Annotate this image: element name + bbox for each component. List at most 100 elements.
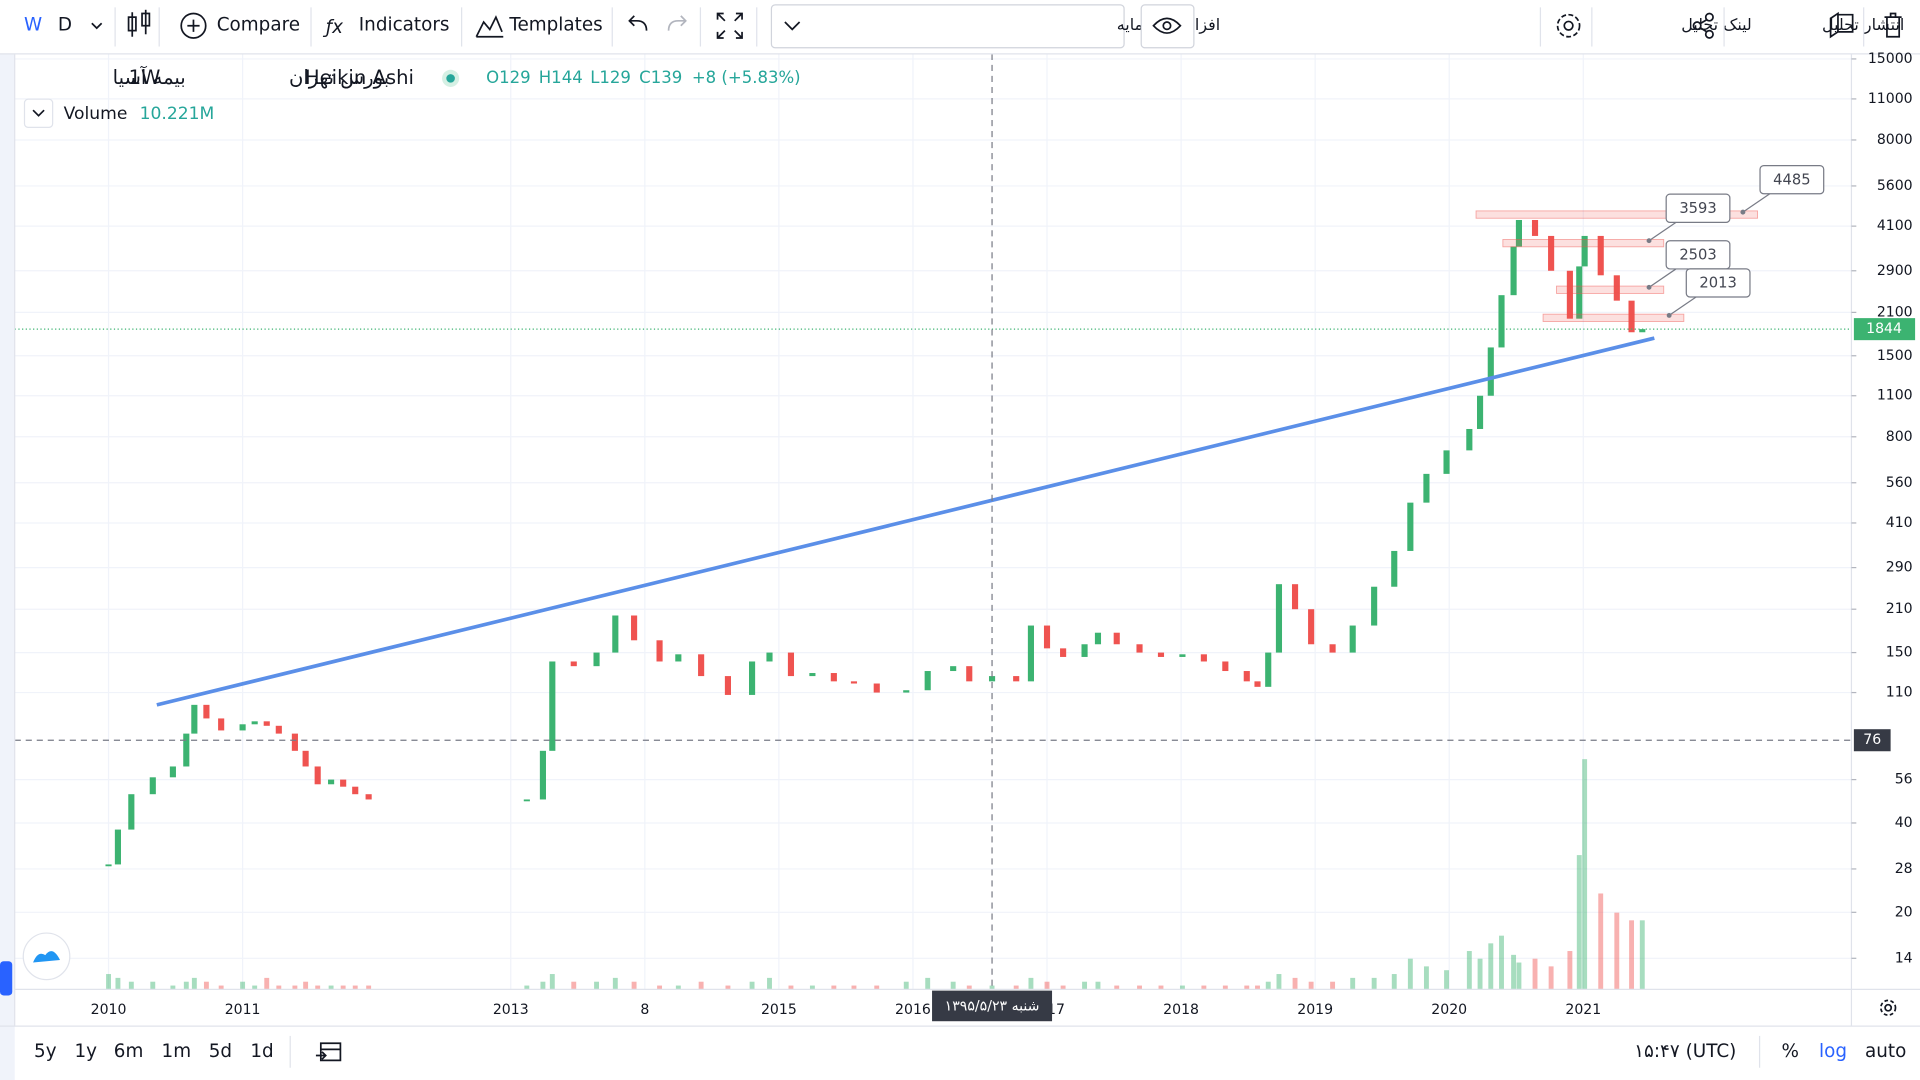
interval-short[interactable]: W <box>24 15 42 36</box>
indicators-button[interactable]: Indicators <box>359 15 450 36</box>
eye-pupil <box>1162 21 1172 31</box>
volume-bar <box>1060 985 1066 990</box>
volume-bar <box>1013 985 1019 990</box>
candle <box>903 690 910 693</box>
volume-bar <box>950 981 956 990</box>
range-button[interactable]: 5y <box>34 1041 57 1062</box>
volume-bar <box>1639 920 1645 990</box>
legend-toggle[interactable] <box>23 98 54 128</box>
log-toggle[interactable]: log <box>1819 1041 1847 1062</box>
candle <box>1466 428 1473 451</box>
candle <box>114 829 121 865</box>
search-dropdown[interactable] <box>784 21 801 31</box>
legend: بیمه آسیا 1W بورس تهران Heikin Ashi O129… <box>23 65 801 128</box>
redo-button[interactable] <box>667 15 687 31</box>
percent-toggle[interactable]: % <box>1781 1041 1798 1062</box>
range-button[interactable]: 1y <box>74 1041 97 1062</box>
volume-bar <box>1407 958 1413 990</box>
candle <box>1548 235 1555 271</box>
clock[interactable]: ۱۵:۴۷ (UTC) <box>1634 1041 1736 1062</box>
volume-bar <box>203 981 209 990</box>
volume-label: Volume <box>64 104 128 124</box>
fullscreen-button[interactable] <box>716 12 743 39</box>
volume-bar <box>328 985 334 990</box>
undo-button[interactable] <box>628 15 648 31</box>
volume-bar <box>1582 759 1588 990</box>
volume-bar <box>549 974 555 990</box>
candle <box>1200 654 1207 662</box>
candle <box>1094 632 1102 645</box>
range-button[interactable]: 1d <box>250 1041 273 1062</box>
side-tab[interactable] <box>0 961 13 996</box>
candle <box>328 779 335 785</box>
callout-anchor <box>1666 312 1672 318</box>
range-button[interactable]: 6m <box>114 1041 144 1062</box>
range-button[interactable]: 1m <box>162 1041 192 1062</box>
x-tick-label: 2010 <box>91 1002 127 1018</box>
x-tick-label: 8 <box>640 1002 649 1018</box>
volume-bar <box>1158 985 1164 990</box>
share-button[interactable]: لینک تحلیل <box>1681 15 1752 34</box>
volume-bar <box>874 985 880 990</box>
y-tick-label: 8000 <box>1877 132 1913 148</box>
volume-bar <box>903 981 909 990</box>
candle <box>169 766 176 778</box>
callout-pointer <box>1668 296 1697 316</box>
callout-box <box>1665 193 1731 223</box>
y-tick-label: 1100 <box>1877 388 1913 404</box>
volume-bar <box>1350 977 1356 990</box>
callout-box <box>1685 268 1751 298</box>
volume-bar <box>1044 981 1050 990</box>
candle <box>1027 625 1034 682</box>
axis-settings[interactable] <box>1879 999 1897 1016</box>
volume-bar <box>594 981 599 990</box>
search-box[interactable] <box>770 4 1125 49</box>
volume-bar <box>1114 985 1120 990</box>
candle <box>593 652 600 667</box>
interval[interactable]: D <box>58 15 72 36</box>
symbol[interactable]: بیمه آسیا <box>113 65 186 89</box>
eye-box[interactable] <box>1140 4 1195 49</box>
volume-bar <box>115 977 121 990</box>
volume-bar <box>1614 912 1620 990</box>
candle <box>183 733 190 767</box>
y-tick-label: 110 <box>1886 685 1913 701</box>
candle <box>1423 473 1430 503</box>
plot-area: 4485 3593 2503 2013 <box>14 53 1852 990</box>
candle <box>809 673 816 677</box>
templates-icon[interactable] <box>475 15 504 38</box>
volume-bar <box>966 985 972 990</box>
settings-button[interactable] <box>1556 13 1581 38</box>
candle <box>1515 219 1523 247</box>
publish-icon[interactable] <box>1829 11 1854 39</box>
chart-style-button[interactable] <box>127 9 151 37</box>
candle <box>787 652 795 677</box>
candle <box>365 794 372 800</box>
eye-icon[interactable] <box>1152 17 1182 34</box>
candle <box>203 704 210 719</box>
indicators-icon[interactable]: ƒx <box>323 17 344 38</box>
candle <box>924 671 931 691</box>
candle <box>1329 644 1336 653</box>
y-tick-label: 290 <box>1886 560 1913 576</box>
templates-button[interactable]: Templates <box>508 15 602 36</box>
auto-toggle[interactable]: auto <box>1865 1041 1906 1062</box>
volume-bar <box>1423 966 1429 990</box>
interval-dropdown[interactable] <box>91 22 103 30</box>
candle <box>1531 219 1539 236</box>
goto-date[interactable] <box>315 1042 342 1062</box>
y-tick-label: 40 <box>1895 815 1913 831</box>
volume-bar <box>749 981 755 990</box>
crosshair-price-box <box>1853 729 1891 752</box>
compare-icon[interactable] <box>180 12 207 39</box>
share-icon[interactable] <box>1692 12 1714 39</box>
y-tick-label: 5600 <box>1877 178 1913 194</box>
range-button[interactable]: 5d <box>209 1041 232 1062</box>
delete-button[interactable] <box>1884 12 1902 38</box>
x-tick-label: 2016 <box>895 1002 931 1018</box>
volume-bar <box>276 985 282 990</box>
compare-button[interactable]: Compare <box>217 15 300 36</box>
volume-bar <box>1371 977 1377 990</box>
candle <box>1275 584 1283 653</box>
volume-bar <box>1444 970 1449 990</box>
